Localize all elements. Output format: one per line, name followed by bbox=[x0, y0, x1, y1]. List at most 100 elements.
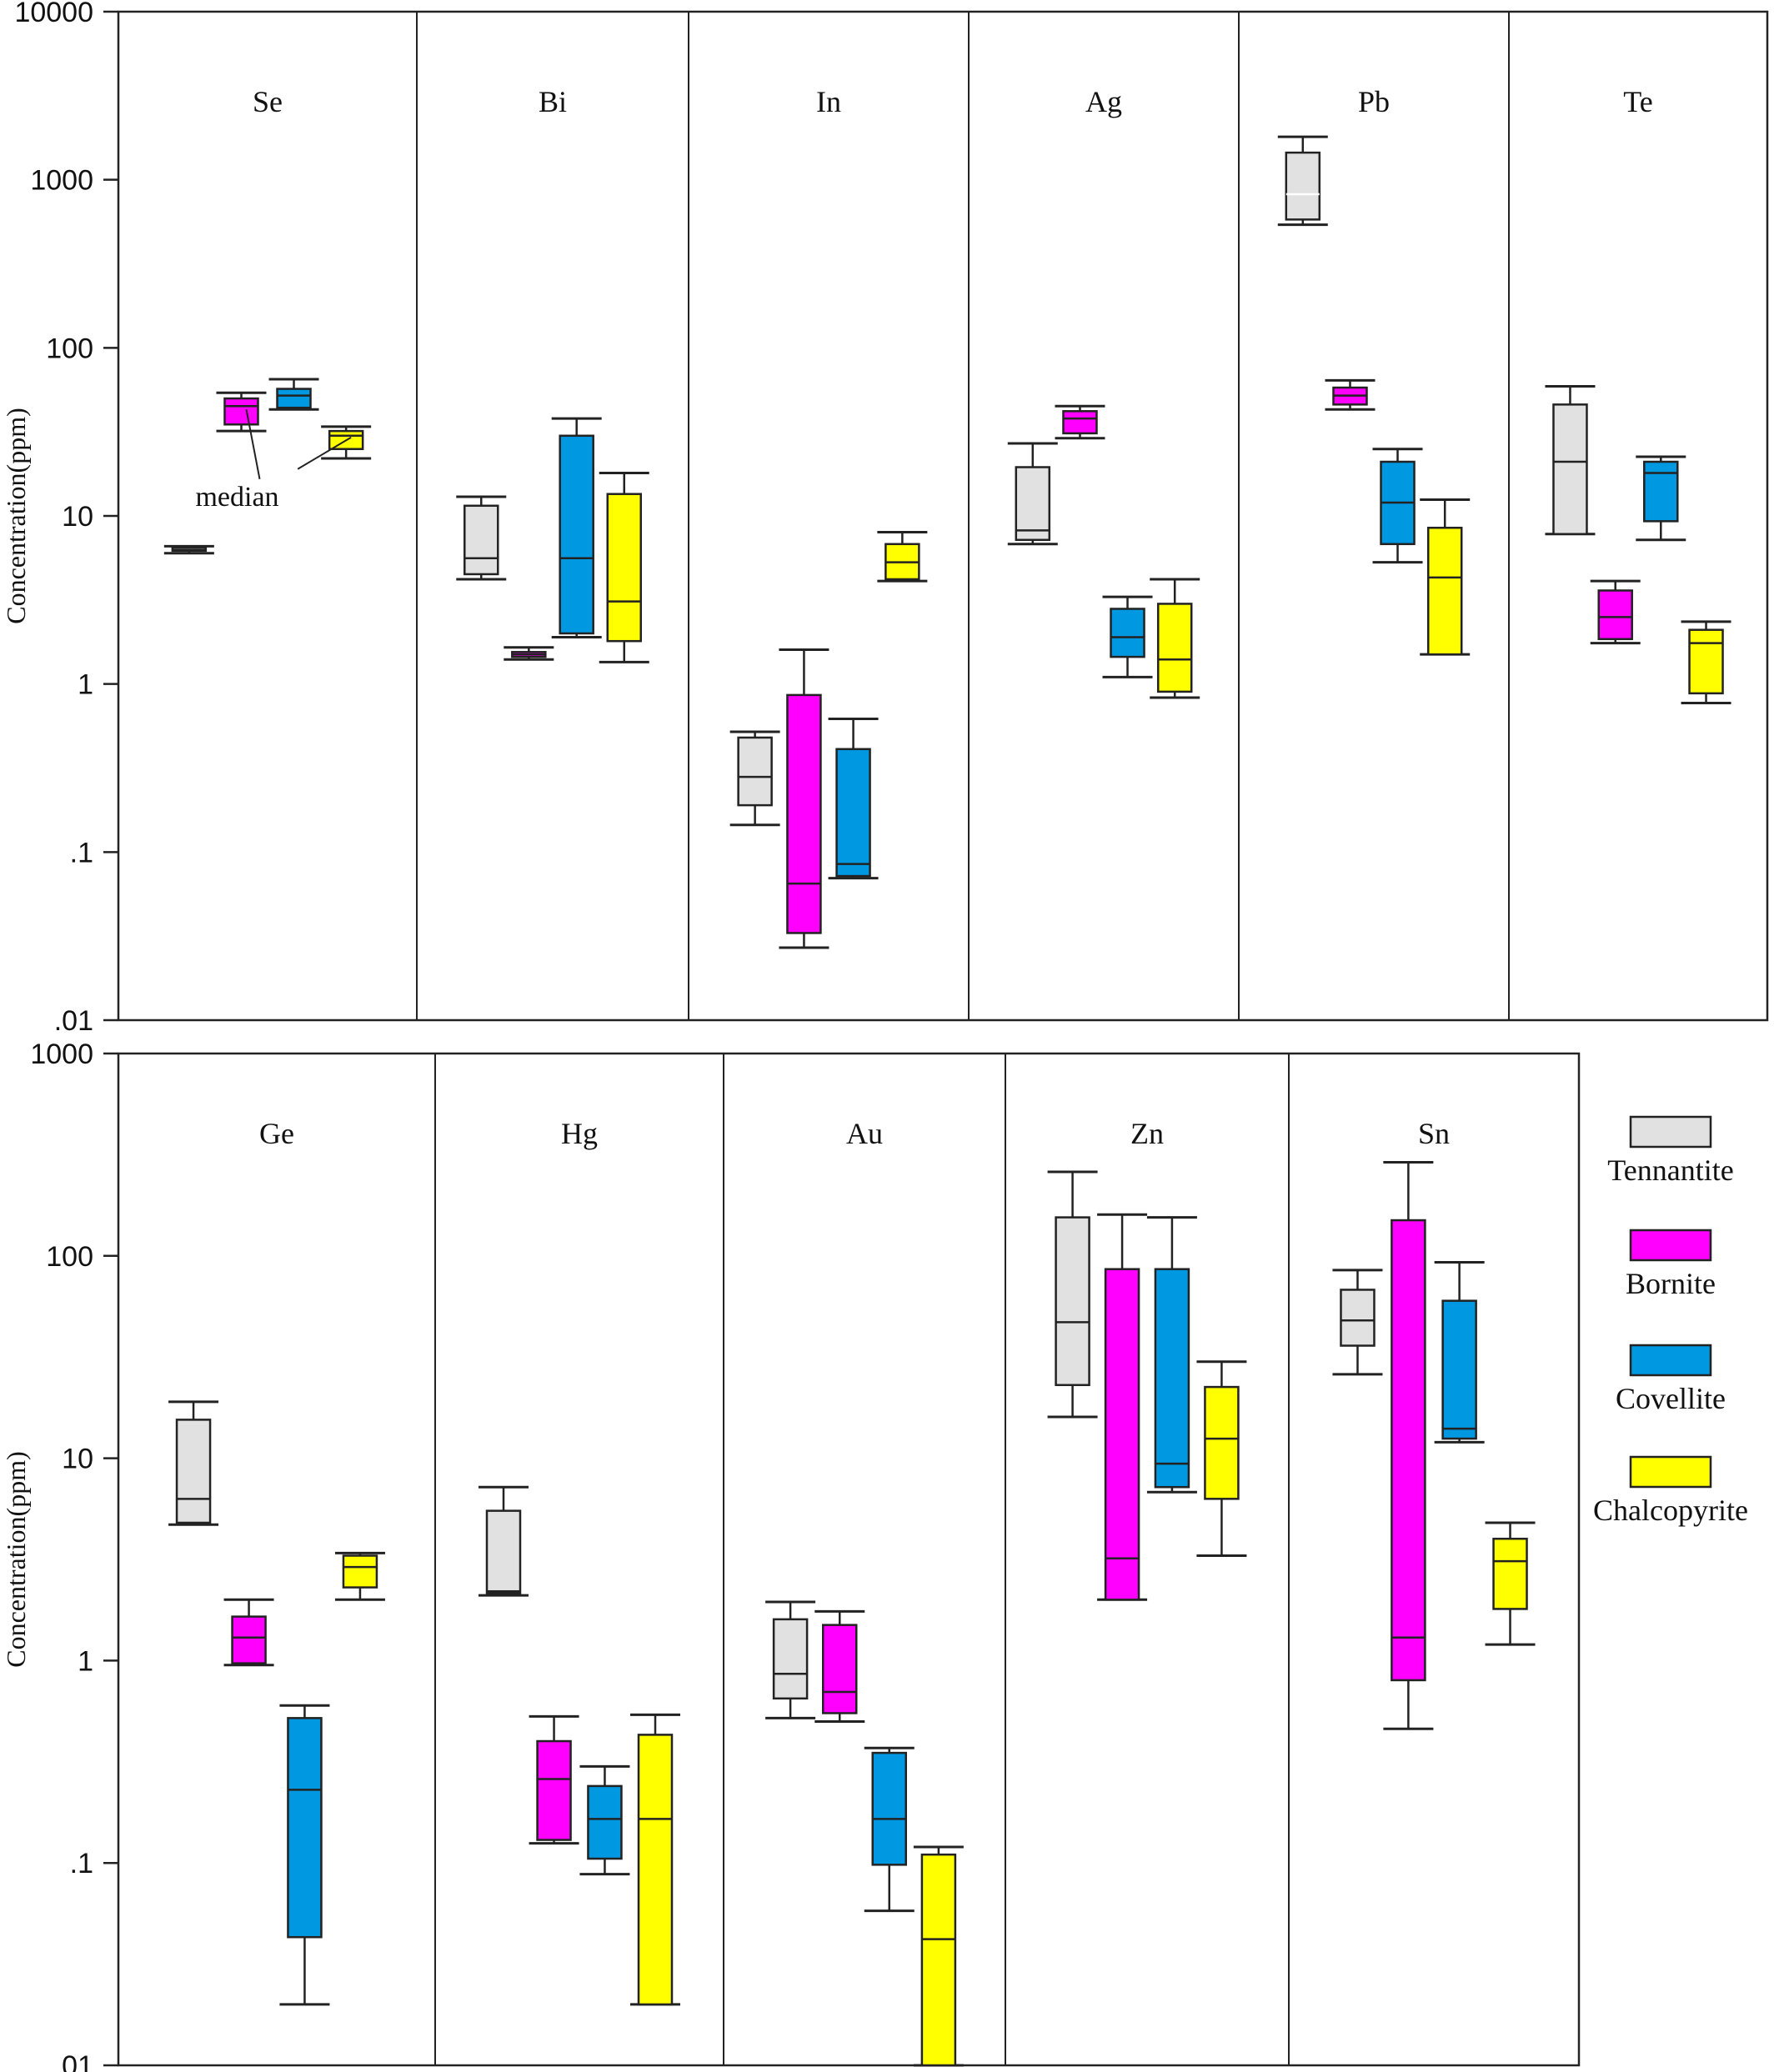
box-sn-chalcopyrite bbox=[1485, 1521, 1536, 1646]
panel-title-au: Au bbox=[846, 1117, 883, 1150]
box-iqr bbox=[464, 504, 499, 576]
panel-title-ag: Ag bbox=[1085, 85, 1122, 118]
box-iqr bbox=[835, 748, 871, 878]
panel-title-in: In bbox=[816, 85, 841, 118]
y-tick-label: 10 bbox=[62, 1444, 93, 1475]
box-iqr bbox=[485, 1509, 522, 1594]
box-iqr bbox=[223, 397, 259, 426]
box-iqr bbox=[175, 1419, 212, 1524]
box-iqr bbox=[1204, 1385, 1240, 1500]
box-au-bornite bbox=[814, 1609, 865, 1723]
box-se-tennantite bbox=[163, 544, 214, 555]
panel-title-zn: Zn bbox=[1130, 1117, 1164, 1150]
box-ge-covellite bbox=[279, 1704, 330, 2006]
box-iqr bbox=[587, 1784, 623, 1860]
box-iqr bbox=[276, 388, 312, 409]
box-iqr bbox=[786, 693, 822, 934]
box-iqr bbox=[920, 1853, 957, 2067]
box-in-tennantite bbox=[729, 730, 780, 827]
box-sn-tennantite bbox=[1332, 1269, 1383, 1376]
box-zn-bornite bbox=[1097, 1213, 1148, 1601]
box-pb-covellite bbox=[1372, 448, 1423, 564]
box-te-chalcopyrite bbox=[1681, 620, 1731, 705]
box-iqr bbox=[637, 1734, 674, 2006]
box-te-bornite bbox=[1590, 579, 1641, 645]
box-sn-covellite bbox=[1434, 1260, 1485, 1444]
y-tick-label: 1000 bbox=[30, 1039, 93, 1070]
y-tick-label: 1000 bbox=[30, 165, 93, 197]
box-iqr bbox=[822, 1624, 858, 1714]
box-au-chalcopyrite bbox=[913, 1845, 964, 2067]
y-tick-label: .01 bbox=[54, 1005, 93, 1037]
median-pointer-left bbox=[245, 409, 261, 479]
box-te-covellite bbox=[1636, 455, 1686, 542]
legend-label-covellite: Covellite bbox=[1616, 1382, 1726, 1415]
box-bi-covellite bbox=[551, 417, 602, 638]
y-tick-label: 1 bbox=[78, 669, 93, 701]
box-pb-chalcopyrite bbox=[1420, 498, 1471, 656]
box-iqr bbox=[1104, 1268, 1140, 1601]
y-tick-label: 10000 bbox=[14, 0, 93, 28]
box-iqr bbox=[606, 493, 642, 643]
panel-title-se: Se bbox=[253, 85, 283, 118]
box-in-covellite bbox=[828, 718, 879, 880]
box-ge-chalcopyrite bbox=[334, 1551, 385, 1601]
box-ge-tennantite bbox=[168, 1400, 219, 1526]
legend-swatch-bornite bbox=[1629, 1229, 1712, 1262]
box-iqr bbox=[1055, 1216, 1090, 1387]
box-zn-covellite bbox=[1146, 1216, 1197, 1494]
y-tick-label: .01 bbox=[54, 2050, 93, 2072]
legend-swatch-chalcopyrite bbox=[1629, 1455, 1712, 1489]
plot-frame-2 bbox=[117, 1052, 1581, 2067]
y-tick-label: .1 bbox=[70, 837, 93, 868]
box-iqr bbox=[871, 1751, 907, 1866]
box-bi-bornite bbox=[504, 646, 554, 661]
box-iqr bbox=[1426, 526, 1463, 656]
panel-title-ge: Ge bbox=[259, 1117, 294, 1150]
box-iqr bbox=[287, 1717, 323, 1939]
box-hg-chalcopyrite bbox=[629, 1713, 680, 2006]
box-iqr bbox=[1154, 1268, 1190, 1489]
box-se-bornite bbox=[216, 391, 267, 433]
box-se-covellite bbox=[268, 378, 319, 411]
box-hg-bornite bbox=[529, 1714, 579, 1845]
box-te-tennantite bbox=[1545, 385, 1596, 536]
box-iqr bbox=[1441, 1299, 1477, 1440]
plot-frame-1 bbox=[117, 10, 1769, 1022]
panel-title-pb: Pb bbox=[1358, 85, 1390, 118]
box-iqr bbox=[1688, 628, 1724, 695]
box-ge-bornite bbox=[223, 1598, 274, 1667]
box-hg-tennantite bbox=[479, 1485, 529, 1597]
box-iqr bbox=[1552, 403, 1588, 536]
box-zn-tennantite bbox=[1047, 1170, 1098, 1419]
box-pb-bornite bbox=[1325, 378, 1376, 411]
y-tick-label: 1 bbox=[78, 1645, 93, 1677]
box-ag-bornite bbox=[1055, 404, 1105, 440]
box-iqr bbox=[1110, 608, 1145, 658]
y-tick-label: 100 bbox=[46, 333, 93, 364]
box-bi-chalcopyrite bbox=[599, 472, 649, 663]
legend-label-tennantite: Tennantite bbox=[1607, 1154, 1733, 1187]
box-iqr bbox=[1391, 1219, 1426, 1682]
y-axis-label: Concentration(ppm) bbox=[1, 1451, 31, 1667]
box-se-chalcopyrite bbox=[321, 425, 372, 460]
box-iqr bbox=[536, 1739, 572, 1841]
median-annotation: median bbox=[195, 482, 278, 513]
y-tick-label: 100 bbox=[46, 1241, 93, 1273]
box-ag-tennantite bbox=[1007, 442, 1058, 546]
box-iqr bbox=[1285, 151, 1321, 221]
box-au-covellite bbox=[864, 1746, 915, 1913]
box-iqr bbox=[737, 736, 773, 807]
box-pb-tennantite bbox=[1277, 135, 1328, 227]
box-iqr bbox=[231, 1615, 267, 1664]
legend-label-bornite: Bornite bbox=[1626, 1267, 1716, 1300]
box-iqr bbox=[1340, 1289, 1376, 1347]
panel-title-te: Te bbox=[1623, 85, 1652, 118]
panel-title-bi: Bi bbox=[539, 85, 567, 118]
box-iqr bbox=[559, 434, 594, 635]
y-tick-label: 10 bbox=[62, 501, 93, 533]
median-pointer-right bbox=[297, 436, 352, 470]
box-zn-chalcopyrite bbox=[1196, 1360, 1247, 1558]
legend-label-chalcopyrite: Chalcopyrite bbox=[1593, 1494, 1748, 1527]
